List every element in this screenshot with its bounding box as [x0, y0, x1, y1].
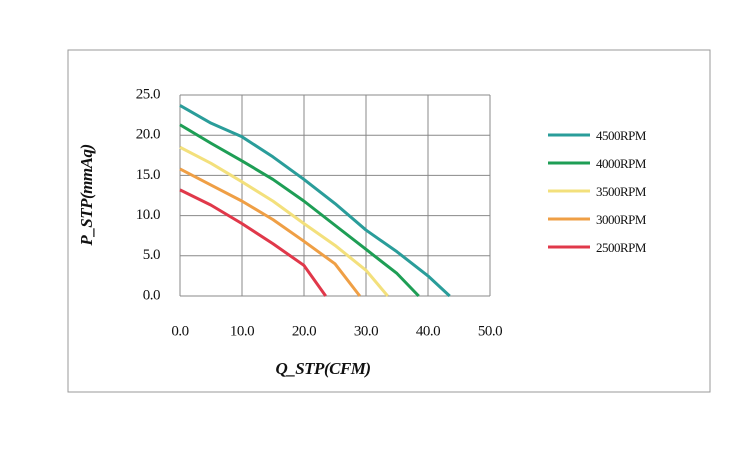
y-tick-label: 15.0: [136, 167, 160, 183]
y-tick-label: 10.0: [136, 207, 160, 223]
x-tick-label: 50.0: [478, 323, 502, 339]
legend-label: 4500RPM: [596, 128, 647, 143]
series-line: [179, 104, 451, 298]
y-tick-label: 25.0: [136, 86, 160, 102]
series-line: [179, 167, 361, 297]
legend-label: 3000RPM: [596, 212, 647, 227]
series-line: [179, 145, 389, 297]
legend-label: 2500RPM: [596, 240, 647, 255]
y-tick-label: 0.0: [143, 287, 160, 303]
x-tick-label: 0.0: [171, 323, 188, 339]
frame: [67, 49, 711, 393]
y-tick-label: 20.0: [136, 127, 160, 143]
x-axis-label: Q_STP(CFM): [275, 359, 370, 378]
y-tick-label: 5.0: [143, 247, 160, 263]
y-axis-label: P_STP(mmAq): [77, 144, 96, 246]
series-line: [179, 188, 327, 297]
x-tick-label: 10.0: [230, 323, 254, 339]
series-line: [179, 123, 420, 298]
x-tick-label: 20.0: [292, 323, 316, 339]
legend-label: 4000RPM: [596, 156, 647, 171]
x-tick-label: 30.0: [354, 323, 378, 339]
x-tick-label: 40.0: [416, 323, 440, 339]
legend-label: 3500RPM: [596, 184, 647, 199]
